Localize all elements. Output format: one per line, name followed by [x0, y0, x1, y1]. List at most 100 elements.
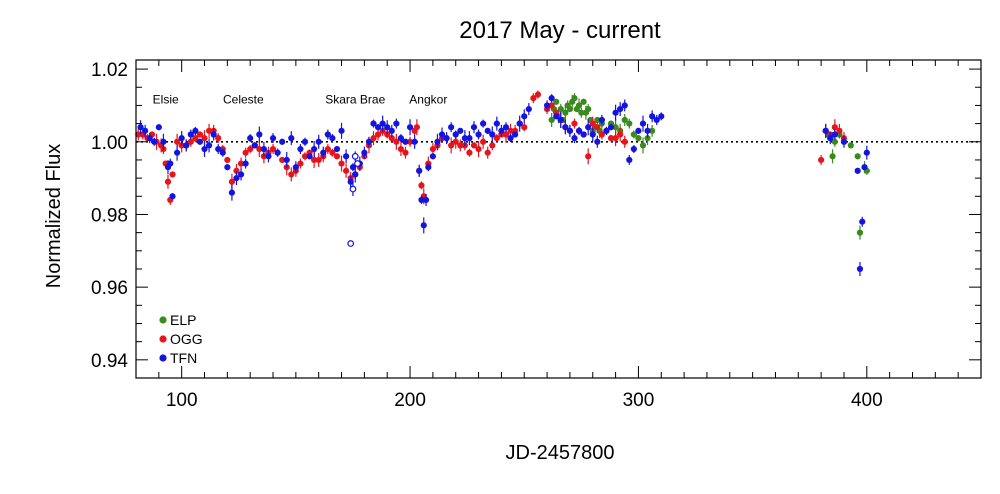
data-point — [603, 127, 610, 134]
data-point — [374, 131, 382, 138]
data-point — [306, 153, 313, 160]
data-point — [402, 138, 409, 145]
data-point — [167, 160, 174, 167]
data-point — [228, 178, 236, 185]
data-point — [649, 113, 656, 120]
data-point — [411, 138, 418, 145]
data-point — [502, 131, 510, 138]
data-point — [418, 182, 425, 189]
data-point — [578, 109, 585, 116]
data-point — [585, 124, 592, 131]
data-point — [215, 145, 222, 153]
data-point — [215, 135, 222, 142]
legend-label: OGG — [170, 331, 203, 347]
data-point — [635, 127, 642, 134]
data-point — [352, 171, 359, 178]
data-point — [585, 105, 592, 113]
data-point — [242, 160, 249, 167]
data-point — [343, 167, 350, 174]
data-point — [836, 127, 843, 134]
data-point — [612, 124, 619, 131]
data-point — [155, 124, 162, 131]
data-point — [320, 149, 327, 156]
data-point — [279, 138, 286, 145]
data-point — [374, 124, 382, 131]
data-point — [384, 131, 391, 138]
data-point — [831, 131, 838, 138]
legend-marker — [159, 354, 167, 362]
data-point — [543, 102, 551, 109]
data-point — [251, 142, 258, 149]
data-point — [448, 124, 455, 131]
data-point — [269, 135, 277, 142]
data-point — [594, 138, 601, 145]
data-point — [406, 138, 414, 145]
x-tick-label: 100 — [166, 390, 198, 411]
data-point — [256, 145, 263, 153]
data-point — [434, 138, 441, 145]
data-point — [279, 156, 286, 164]
data-point — [388, 127, 395, 134]
data-point — [859, 218, 866, 225]
x-tick-label: 400 — [851, 390, 883, 411]
data-point — [164, 178, 172, 185]
data-point — [343, 153, 350, 160]
data-point — [174, 149, 181, 156]
data-point — [653, 116, 660, 124]
data-point — [311, 156, 318, 164]
data-point — [174, 138, 181, 145]
data-point — [557, 116, 564, 124]
data-point — [142, 127, 149, 134]
data-point — [571, 95, 578, 102]
data-point — [283, 156, 290, 164]
data-point — [146, 135, 153, 142]
data-point — [169, 193, 176, 200]
data-point — [566, 127, 574, 134]
data-point — [196, 131, 204, 138]
y-axis-label: Normalized Flux — [43, 144, 65, 288]
data-point — [621, 138, 628, 145]
data-point — [224, 164, 231, 171]
data-point — [562, 109, 569, 116]
data-point — [443, 135, 450, 142]
data-point — [594, 124, 601, 131]
data-point — [438, 131, 446, 138]
data-point — [493, 120, 500, 127]
data-point — [553, 98, 560, 105]
data-point — [338, 127, 345, 134]
data-point — [534, 91, 542, 98]
data-point — [452, 138, 459, 145]
data-point — [854, 153, 861, 160]
data-point — [288, 135, 295, 142]
data-point — [626, 156, 633, 164]
data-point — [205, 142, 213, 149]
data-point — [617, 131, 624, 138]
data-point — [484, 149, 491, 156]
data-point — [178, 142, 185, 149]
data-point — [621, 116, 628, 124]
data-point — [192, 135, 199, 142]
y-tick-label: 1.02 — [91, 60, 128, 81]
data-point — [612, 109, 619, 116]
data-point — [311, 145, 318, 153]
data-point — [594, 116, 601, 124]
data-point — [329, 135, 336, 142]
data-point — [562, 124, 569, 131]
data-point-open — [349, 185, 357, 193]
data-point — [324, 145, 331, 153]
data-point — [466, 135, 473, 142]
data-point — [457, 142, 464, 149]
data-point — [530, 95, 537, 102]
data-point — [292, 164, 299, 171]
annotation-label: Celeste — [223, 93, 264, 107]
data-point — [347, 178, 354, 185]
data-point — [160, 138, 167, 145]
data-point — [480, 138, 487, 145]
data-point — [856, 265, 864, 273]
data-point — [393, 138, 400, 145]
data-point — [827, 135, 834, 142]
data-point — [617, 105, 624, 113]
data-point — [580, 131, 587, 138]
